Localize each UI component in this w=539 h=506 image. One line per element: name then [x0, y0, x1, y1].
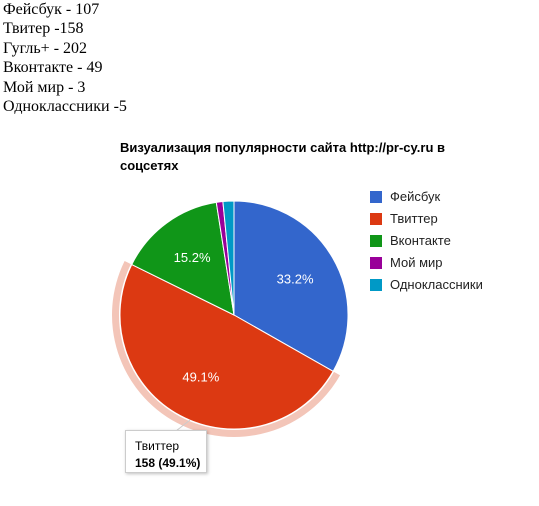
pie-slice-Одноклассники[interactable]	[222, 200, 235, 316]
legend-swatch	[370, 257, 382, 269]
pie-slice-Твиттер[interactable]	[119, 263, 334, 430]
chart-title: Визуализация популярности сайта http://p…	[120, 140, 446, 173]
legend-label: Твиттер	[390, 211, 438, 226]
slice-percent-label: 15.2%	[174, 250, 211, 265]
legend-label: Мой мир	[390, 255, 443, 270]
tooltip-pointer	[175, 419, 191, 432]
tooltip-value: 158 (49.1%)	[135, 456, 201, 470]
legend-item[interactable]: Фейсбук	[370, 190, 483, 212]
pie-slice-Вконтакте[interactable]	[131, 201, 235, 316]
legend-swatch	[370, 191, 382, 203]
stat-line: Фейсбук - 107	[3, 1, 100, 18]
chart-legend: Фейсбук Твиттер Вконтакте Мой мир Однокл…	[370, 190, 483, 300]
slice-percent-label: 33.2%	[277, 271, 314, 286]
pie-slice-Фейсбук[interactable]	[233, 200, 349, 373]
slice-percent-label: 49.1%	[182, 369, 219, 384]
legend-item[interactable]: Одноклассники	[370, 278, 483, 300]
stat-line: Гугль+ - 202	[3, 39, 88, 57]
social-stats-list: Фейсбук - 107 Твитер -158 Гугль+ - 202 В…	[3, 0, 127, 116]
legend-label: Одноклассники	[390, 277, 483, 292]
legend-label: Фейсбук	[390, 189, 441, 204]
legend-swatch	[370, 235, 382, 247]
stat-line: Вконтакте - 49	[3, 59, 103, 77]
legend-item[interactable]: Вконтакте	[370, 234, 483, 256]
stat-line: Твитер -158	[3, 20, 84, 38]
legend-swatch	[370, 213, 382, 225]
stat-line: Мой мир - 3	[3, 78, 86, 96]
legend-item[interactable]: Мой мир	[370, 256, 483, 278]
stat-line: Одноклассники -5	[3, 98, 127, 116]
chart-tooltip: Твиттер 158 (49.1%)	[125, 430, 207, 473]
legend-swatch	[370, 279, 382, 291]
legend-item[interactable]: Твиттер	[370, 212, 483, 234]
tooltip-label: Твиттер	[135, 439, 180, 453]
legend-label: Вконтакте	[390, 233, 451, 248]
